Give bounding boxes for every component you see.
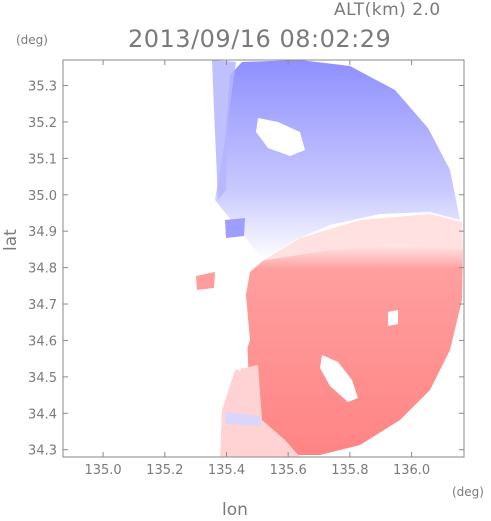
- y-tick-label: 34.4: [28, 407, 57, 422]
- y-tick-label: 34.3: [28, 444, 57, 459]
- timestamp-title: 2013/09/16 08:02:29: [128, 25, 392, 53]
- y-axis-ticks: 34.3 34.4 34.5 34.6 34.7 34.8 34.9 35.0 35.1 35.2…: [28, 79, 464, 459]
- small-blue-patch: [225, 218, 245, 238]
- x-tick-label: 136.0: [393, 463, 430, 478]
- altitude-label: ALT(km) 2.0: [334, 0, 441, 20]
- y-tick-label: 35.1: [28, 152, 57, 167]
- coast-cutout-east: [388, 310, 398, 326]
- y-tick-label: 34.5: [28, 371, 57, 386]
- y-tick-label: 35.0: [28, 189, 57, 204]
- receding-echo-region: [245, 244, 463, 455]
- y-tick-label: 35.3: [28, 79, 57, 94]
- lake-cutout: [256, 118, 305, 156]
- x-tick-label: 135.4: [208, 463, 245, 478]
- coast-cutout-south: [320, 355, 358, 402]
- x-axis-unit: (deg): [452, 485, 484, 499]
- approaching-echo-region: [215, 60, 460, 261]
- y-tick-label: 35.2: [28, 116, 57, 131]
- x-axis-ticks: 135.0 135.2 135.4 135.6 135.8 136.0: [84, 60, 430, 478]
- blue-streak: [225, 412, 262, 426]
- y-tick-label: 34.8: [28, 262, 57, 277]
- bay-cutout: [228, 296, 250, 372]
- small-red-patch: [196, 272, 215, 290]
- x-tick-label: 135.0: [84, 463, 121, 478]
- plot-frame: [62, 59, 465, 458]
- x-axis-label: lon: [222, 500, 248, 520]
- axes: 135.0 135.2 135.4 135.6 135.8 136.0 34.334.43…: [28, 59, 465, 478]
- near-field-echoes: [220, 365, 300, 457]
- y-axis-unit: (deg): [16, 33, 48, 47]
- x-tick-label: 135.8: [331, 463, 368, 478]
- transition-band: [263, 214, 463, 261]
- velocity-field: [196, 60, 463, 457]
- western-blue-strip: [212, 60, 236, 200]
- x-tick-label: 135.6: [270, 463, 307, 478]
- x-tick-label: 135.2: [146, 463, 183, 478]
- y-tick-label: 34.7: [28, 298, 57, 313]
- y-tick-label: 34.9: [28, 225, 57, 240]
- y-tick-label: 34.6: [28, 334, 57, 349]
